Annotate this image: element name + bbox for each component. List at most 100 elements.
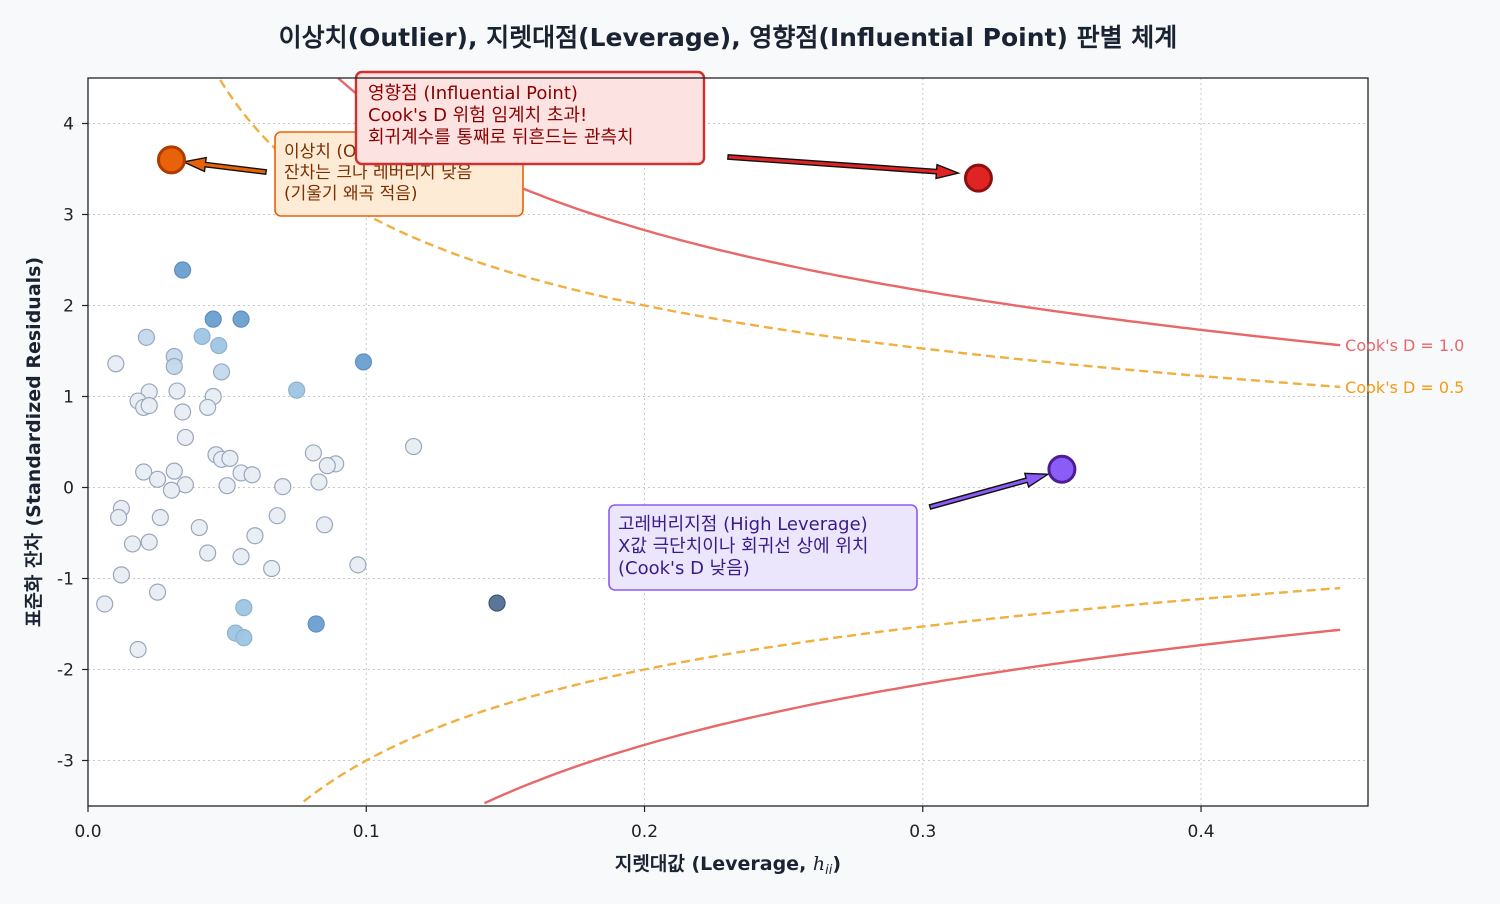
highlighted-points [156,145,1077,484]
data-point [174,403,192,421]
data-point [176,428,194,447]
data-point [165,462,183,480]
data-point [190,518,208,537]
leverage-annotation-text: X값 극단치이나 회귀선 상에 위치 [618,536,869,557]
data-point [263,559,281,578]
influential-annotation-text: Cook's D 위험 임계치 초과! [368,105,587,126]
data-points [96,261,506,659]
cooks-line-lower [302,586,1341,803]
x-tick-label: 0.1 [353,822,380,842]
data-point [162,481,181,499]
data-point [210,336,228,355]
data-point [310,473,328,491]
influential-arrow [727,154,961,180]
data-point [96,595,114,613]
data-point [232,548,250,566]
data-point [354,353,373,371]
data-point [212,363,231,381]
x-tick-label: 0.2 [631,822,658,842]
cooks-distance-labels: Cook's D = 1.0 Cook's D = 0.5 [1345,336,1464,397]
data-point [137,328,156,346]
chart-title: 이상치(Outlier), 지렛대점(Leverage), 영향점(Influe… [279,23,1178,52]
data-point [148,583,167,601]
data-point [274,477,292,496]
cooks-line-label: Cook's D = 1.0 [1345,336,1464,355]
influential-annotation-text: 회귀계수를 통째로 뒤흔드는 관측치 [368,127,634,148]
outlier-arrow [181,156,268,175]
influential-annotation-box [354,70,706,166]
leverage-point [1047,454,1077,484]
data-point [140,397,158,415]
cooks-line-upper [219,79,1341,389]
data-point [246,527,264,545]
data-point [174,261,192,279]
cooks-line-label: Cook's D = 0.5 [1345,378,1464,397]
outlier-annotation-text: (기울기 왜곡 적음) [284,184,418,204]
data-point [404,437,423,456]
data-point [199,544,217,562]
data-point [235,599,253,617]
influential-annotation-text: 영향점 (Influential Point) [368,83,578,104]
y-tick-label: -3 [57,752,74,772]
x-axis-label-math: h [813,853,825,875]
data-point [349,556,367,574]
data-point [129,640,147,659]
cooks-line-lower [484,628,1341,805]
axis-ticks: 0.0 0.1 0.2 0.3 0.4 -3 -2 -1 0 1 2 3 4 [57,115,1215,843]
data-point [112,566,130,584]
leverage-annotation-box [608,504,918,591]
data-point [288,381,306,399]
leverage-annotation-text: (Cook's D 낮음) [618,558,750,579]
data-point [243,466,261,484]
y-tick-label: -2 [57,661,74,681]
data-point [232,310,250,328]
data-point [193,327,211,346]
data-point [318,457,336,475]
data-point [199,398,217,417]
y-axis-label: 표준화 잔차 (Standardized Residuals) [23,257,45,627]
data-point [148,470,167,488]
data-point [218,477,236,495]
data-point [107,355,125,373]
influential-annotation: 영향점 (Influential Point)Cook's D 위험 임계치 초… [354,70,706,166]
data-point [165,357,183,376]
annotation-arrows [181,154,1051,510]
data-point [140,533,158,551]
y-tick-label: 1 [63,388,74,408]
data-point [151,508,169,527]
x-tick-label: 0.4 [1188,822,1215,842]
y-tick-label: 4 [63,115,74,135]
x-tick-label: 0.0 [74,822,101,842]
data-point [204,310,222,328]
outlier-annotation-text: 잔차는 크나 레버리지 낮음 [284,163,472,183]
x-axis-label: 지렛대값 (Leverage, hii) [615,853,841,878]
data-point [221,449,239,467]
data-point [488,594,506,612]
leverage-arrow [928,472,1051,510]
data-point [315,516,334,534]
outlier-point [156,145,186,175]
x-tick-label: 0.3 [909,822,936,842]
data-point [110,508,128,527]
data-point [135,463,153,481]
data-point [168,382,186,400]
y-tick-label: 2 [63,297,74,317]
data-point [304,444,322,462]
data-point [268,507,286,525]
leverage-annotation: 고레버리지점 (High Leverage)X값 극단치이나 회귀선 상에 위치… [608,504,918,591]
x-axis-label-close: ) [832,853,841,875]
x-axis-label-text: 지렛대값 (Leverage, [615,853,813,875]
y-tick-label: -1 [57,570,74,590]
y-tick-label: 3 [63,206,74,226]
data-point [123,535,142,553]
data-point [235,629,253,647]
influential-point [963,163,993,193]
y-tick-label: 0 [63,479,74,499]
plot-frame [87,77,1369,807]
leverage-annotation-text: 고레버리지점 (High Leverage) [618,514,868,535]
x-axis-label-subscript: ii [825,863,833,878]
data-point [307,615,325,633]
annotation-boxes: 이상치 (Outlier)잔차는 크나 레버리지 낮음(기울기 왜곡 적음)고레… [274,70,918,591]
